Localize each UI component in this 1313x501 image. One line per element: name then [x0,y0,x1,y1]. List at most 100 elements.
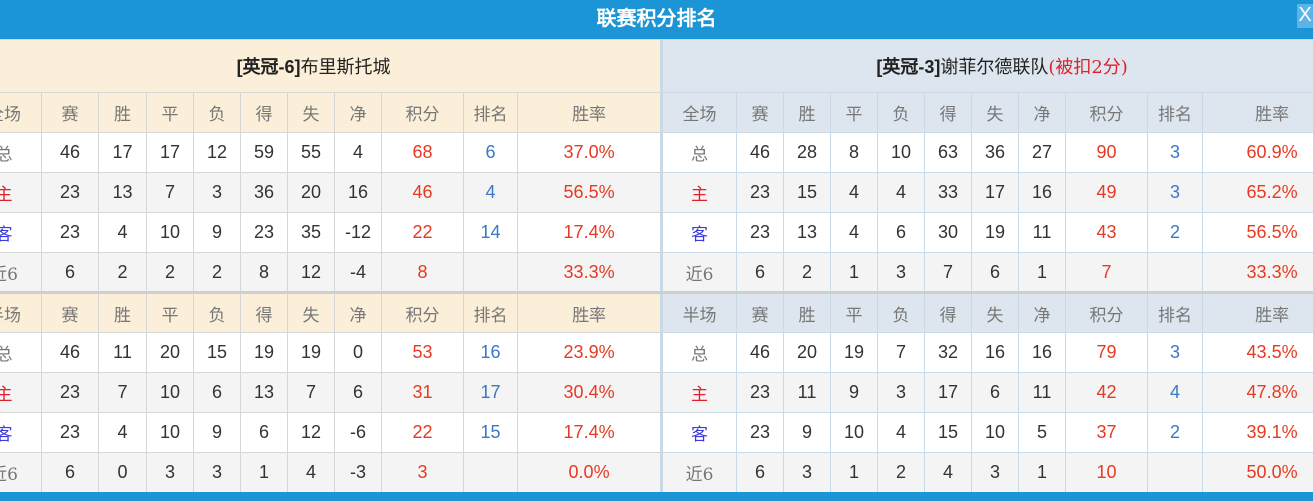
row-label: 主 [0,172,42,213]
cell: 28 [783,132,831,173]
table-row: 近6603314-330.0% [0,452,662,493]
cell: 4 [98,212,147,253]
cell: 20 [783,332,831,373]
column-header: 得 [240,291,288,333]
cell: 11 [1018,212,1066,253]
cell: 17.4% [516,412,662,453]
cell: 33.3% [516,252,662,293]
column-header: 负 [877,291,925,333]
cell: 4 [877,172,925,213]
points-deduction: (被扣2分) [1048,57,1128,78]
cell: 10 [146,372,194,413]
cell: 9 [830,372,878,413]
close-icon: X [1298,4,1312,26]
cell: 3 [146,452,194,493]
cell: 36 [240,172,288,213]
cell: 23 [736,172,784,213]
cell: 20 [146,332,194,373]
cell: 8 [381,252,464,293]
cell: 10 [877,132,925,173]
cell: 2 [98,252,147,293]
cell: 23 [736,412,784,453]
column-header: 净 [334,291,382,333]
cell: 36 [971,132,1019,173]
column-header: 赛 [736,291,784,333]
row-label: 近6 [661,252,737,293]
column-header: 失 [971,291,1019,333]
cell: 16 [971,332,1019,373]
cell: 23 [240,212,288,253]
close-button[interactable]: X [1297,4,1313,28]
cell: 11 [1018,372,1066,413]
column-header: 净 [1018,291,1066,333]
cell: 8 [830,132,878,173]
cell: 6 [971,372,1019,413]
column-header: 排名 [463,92,518,133]
cell: 1 [830,452,878,493]
cell: 4 [463,172,518,213]
cell: 68 [381,132,464,173]
cell: 6 [41,252,99,293]
row-label: 主 [661,172,737,213]
column-header: 胜 [783,92,831,133]
cell: 6 [736,252,784,293]
cell: 3 [381,452,464,493]
cell: 22 [381,412,464,453]
column-header: 平 [830,291,878,333]
column-header: 排名 [463,291,518,333]
cell: 7 [146,172,194,213]
cell: 2 [146,252,194,293]
table-row: 客 23 9 10 4 15 10 5 37 2 39.1% [661,412,1313,453]
cell: 63 [924,132,972,173]
table-row: 近6 6 3 1 2 4 3 1 10 50.0% [661,452,1313,493]
cell: 4 [334,132,382,173]
row-label: 总 [0,132,42,173]
column-header: 得 [924,291,972,333]
cell: 2 [783,252,831,293]
row-label: 总 [661,332,737,373]
cell: 16 [1018,172,1066,213]
cell: 42 [1065,372,1148,413]
cell: 23 [41,372,99,413]
cell: 39.1% [1201,412,1313,453]
column-header: 排名 [1147,291,1203,333]
cell: 5 [1018,412,1066,453]
column-header: 失 [287,92,335,133]
cell: 43 [1065,212,1148,253]
row-label: 总 [661,132,737,173]
team-name: 布里斯托城 [300,57,391,78]
cell: 11 [98,332,147,373]
cell: 6 [193,372,241,413]
cell: 6 [463,132,518,173]
column-header: 胜 [783,291,831,333]
cell: 6 [334,372,382,413]
cell: -6 [334,412,382,453]
cell: 4 [830,212,878,253]
cell: 23.9% [516,332,662,373]
cell: 10 [1065,452,1148,493]
table-row: 客 23 13 4 6 30 19 11 43 2 56.5% [661,212,1313,253]
column-header: 全场 [0,92,42,133]
cell: 59 [240,132,288,173]
row-label: 主 [661,372,737,413]
cell: 35 [287,212,335,253]
team-league: [英冠-6] [236,57,301,77]
cell: 55 [287,132,335,173]
cell: 1 [1018,452,1066,493]
row-label: 客 [661,212,737,253]
cell: 11 [783,372,831,413]
cell: -4 [334,252,382,293]
cell: 6 [877,212,925,253]
cell: 30.4% [516,372,662,413]
cell: 33 [924,172,972,213]
cell: 60.9% [1201,132,1313,173]
away-team-standings: [英冠-3]谢菲尔德联队(被扣2分) 全场赛胜平负得失净积分 排名 胜率总 46 28 8 1… [660,39,1313,493]
column-header: 失 [287,291,335,333]
column-header: 胜率 [516,291,662,333]
column-header: 积分 [381,92,464,133]
team-name: 谢菲尔德联队 [940,57,1049,78]
dialog-title: 联赛积分排名 [0,0,1313,39]
cell: 2 [1147,212,1203,253]
cell: 14 [463,212,518,253]
row-label: 客 [0,212,42,253]
